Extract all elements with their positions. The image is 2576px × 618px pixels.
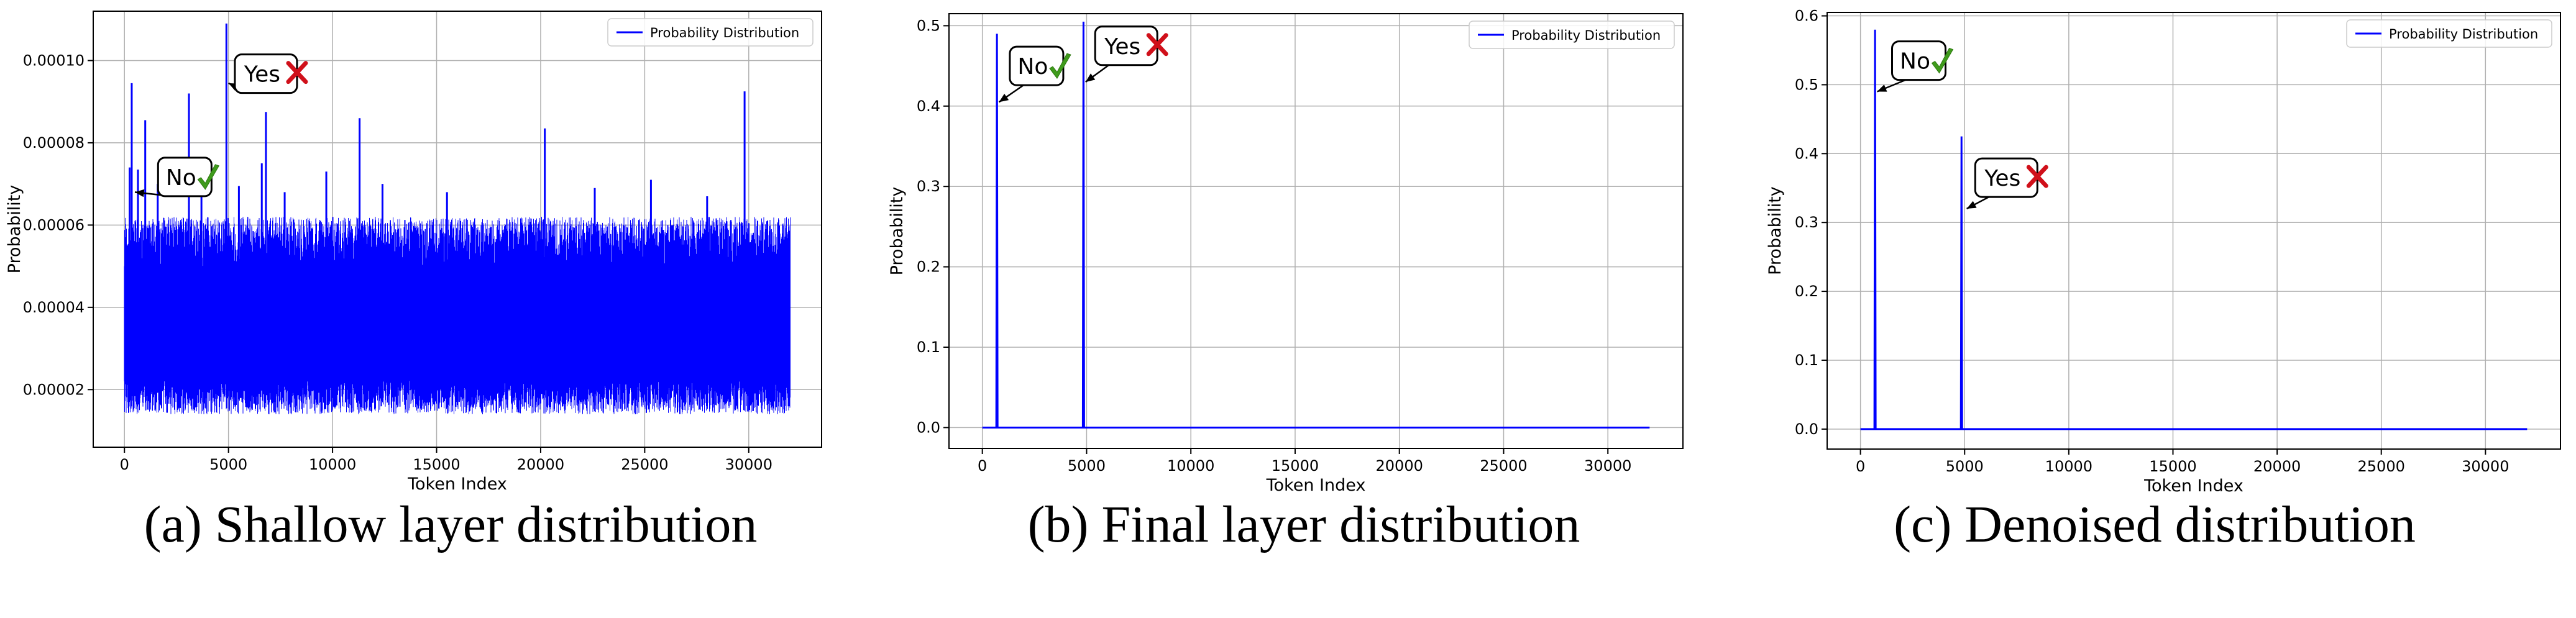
- x-tick-label: 20000: [1376, 457, 1423, 475]
- y-tick-label: 0.1: [1795, 352, 1818, 369]
- annotation-label: Yes: [244, 62, 280, 88]
- y-tick-label: 0.0: [917, 419, 940, 436]
- annotation-label: No: [1017, 54, 1048, 80]
- annotation-no: No: [998, 45, 1071, 103]
- cross-icon: [1146, 33, 1168, 57]
- y-tick-label: 0.4: [1795, 145, 1818, 162]
- y-tick-label: 0.3: [917, 178, 940, 195]
- annotation-label: Yes: [1104, 34, 1140, 60]
- cross-icon: [286, 61, 308, 84]
- axes-frame: [948, 13, 1684, 449]
- check-icon: [197, 164, 220, 190]
- series-line: [982, 21, 1650, 429]
- series-line: [124, 217, 791, 414]
- annotation-no: No: [1876, 40, 1954, 93]
- y-tick-label: 0.2: [1795, 283, 1818, 300]
- y-tick-label: 0.4: [917, 98, 940, 115]
- x-tick-label: 30000: [2462, 458, 2509, 475]
- annotation-arrowhead: [1877, 84, 1887, 92]
- legend-box: [607, 18, 814, 47]
- x-tick-label: 25000: [2358, 458, 2405, 475]
- legend-label: Probability Distribution: [2389, 27, 2538, 42]
- legend: Probability Distribution: [2346, 19, 2552, 48]
- y-tick-label: 0.3: [1795, 214, 1818, 231]
- annotation-yes: Yes: [1966, 157, 2048, 210]
- cross-stroke: [1146, 33, 1168, 57]
- legend: Probability Distribution: [1469, 20, 1675, 49]
- annotation-label: No: [166, 165, 196, 191]
- chart-a: 0 5000 10000 15000 20000 25000 30000 0.00002 0.0…: [5, 11, 822, 494]
- axes-frame: [1827, 12, 2561, 450]
- caption-b: (b) Final layer distribution: [1027, 496, 1580, 553]
- y-axis-label: Probability: [887, 187, 907, 276]
- x-tick-label: 10000: [1167, 457, 1214, 475]
- y-tick-label: 0.6: [1795, 7, 1818, 25]
- legend: Probability Distribution: [607, 18, 814, 47]
- x-tick-label: 20000: [2253, 458, 2301, 475]
- check-icon: [1931, 48, 1954, 74]
- x-tick-label: 0: [120, 456, 129, 473]
- x-tick-label: 10000: [309, 456, 356, 473]
- x-tick-label: 0: [978, 457, 987, 475]
- series-line: [1860, 29, 2528, 430]
- y-tick-label: 0.00010: [23, 52, 85, 69]
- y-tick-label: 0.2: [917, 258, 940, 276]
- annotation-arrowhead: [1085, 73, 1096, 82]
- y-tick-label: 0.00002: [23, 381, 85, 398]
- x-axis-label: Token Index: [407, 475, 507, 494]
- x-axis-label: Token Index: [1266, 476, 1366, 495]
- x-tick-label: 0: [1856, 458, 1865, 475]
- y-tick-label: 0.5: [917, 17, 940, 34]
- x-tick-label: 5000: [209, 456, 247, 473]
- cross-stroke: [286, 61, 308, 84]
- x-tick-label: 15000: [2149, 458, 2196, 475]
- x-tick-label: 15000: [413, 456, 460, 473]
- axes-frame: [93, 11, 822, 448]
- annotation-arrowhead: [134, 189, 145, 198]
- x-tick-label: 30000: [1584, 457, 1631, 475]
- annotation-yes: Yes: [228, 53, 308, 94]
- y-tick-label: 0.00008: [23, 134, 85, 152]
- x-tick-label: 25000: [621, 456, 668, 473]
- legend-box: [2346, 19, 2552, 48]
- x-tick-label: 5000: [1068, 457, 1106, 475]
- legend-label: Probability Distribution: [650, 25, 799, 40]
- x-tick-label: 5000: [1946, 458, 1984, 475]
- x-tick-label: 10000: [2045, 458, 2092, 475]
- y-tick-label: 0.00006: [23, 216, 85, 234]
- x-tick-label: 15000: [1272, 457, 1319, 475]
- y-axis-label: Probability: [1766, 186, 1785, 275]
- x-tick-label: 30000: [725, 456, 772, 473]
- check-icon: [1049, 53, 1071, 80]
- chart-c: 0 5000 10000 15000 20000 25000 30000 0.0 0.1 0.2 0…: [1766, 7, 2561, 496]
- annotation-label: Yes: [1984, 166, 2020, 191]
- annotation-yes: Yes: [1085, 25, 1168, 83]
- x-tick-label: 20000: [517, 456, 564, 473]
- caption-c: (c) Denoised distribution: [1894, 496, 2416, 553]
- annotation-arrowhead: [1966, 201, 1977, 209]
- y-axis-label: Probability: [5, 185, 24, 274]
- chart-b: 0 5000 10000 15000 20000 25000 30000 0.0 0.1 0.2 0…: [887, 13, 1684, 495]
- x-tick-label: 25000: [1480, 457, 1527, 475]
- annotation-label: No: [1900, 49, 1930, 75]
- legend-box: [1469, 20, 1675, 49]
- y-tick-label: 0.5: [1795, 76, 1818, 93]
- caption-a: (a) Shallow layer distribution: [144, 496, 758, 553]
- y-tick-label: 0.0: [1795, 420, 1818, 438]
- y-tick-label: 0.00004: [23, 299, 85, 316]
- x-axis-label: Token Index: [2143, 476, 2244, 496]
- y-tick-label: 0.1: [917, 339, 940, 356]
- annotation-no: No: [134, 157, 220, 198]
- cross-icon: [2026, 165, 2048, 188]
- legend-label: Probability Distribution: [1511, 28, 1661, 43]
- cross-stroke: [2026, 165, 2048, 188]
- annotation-arrowhead: [999, 93, 1009, 102]
